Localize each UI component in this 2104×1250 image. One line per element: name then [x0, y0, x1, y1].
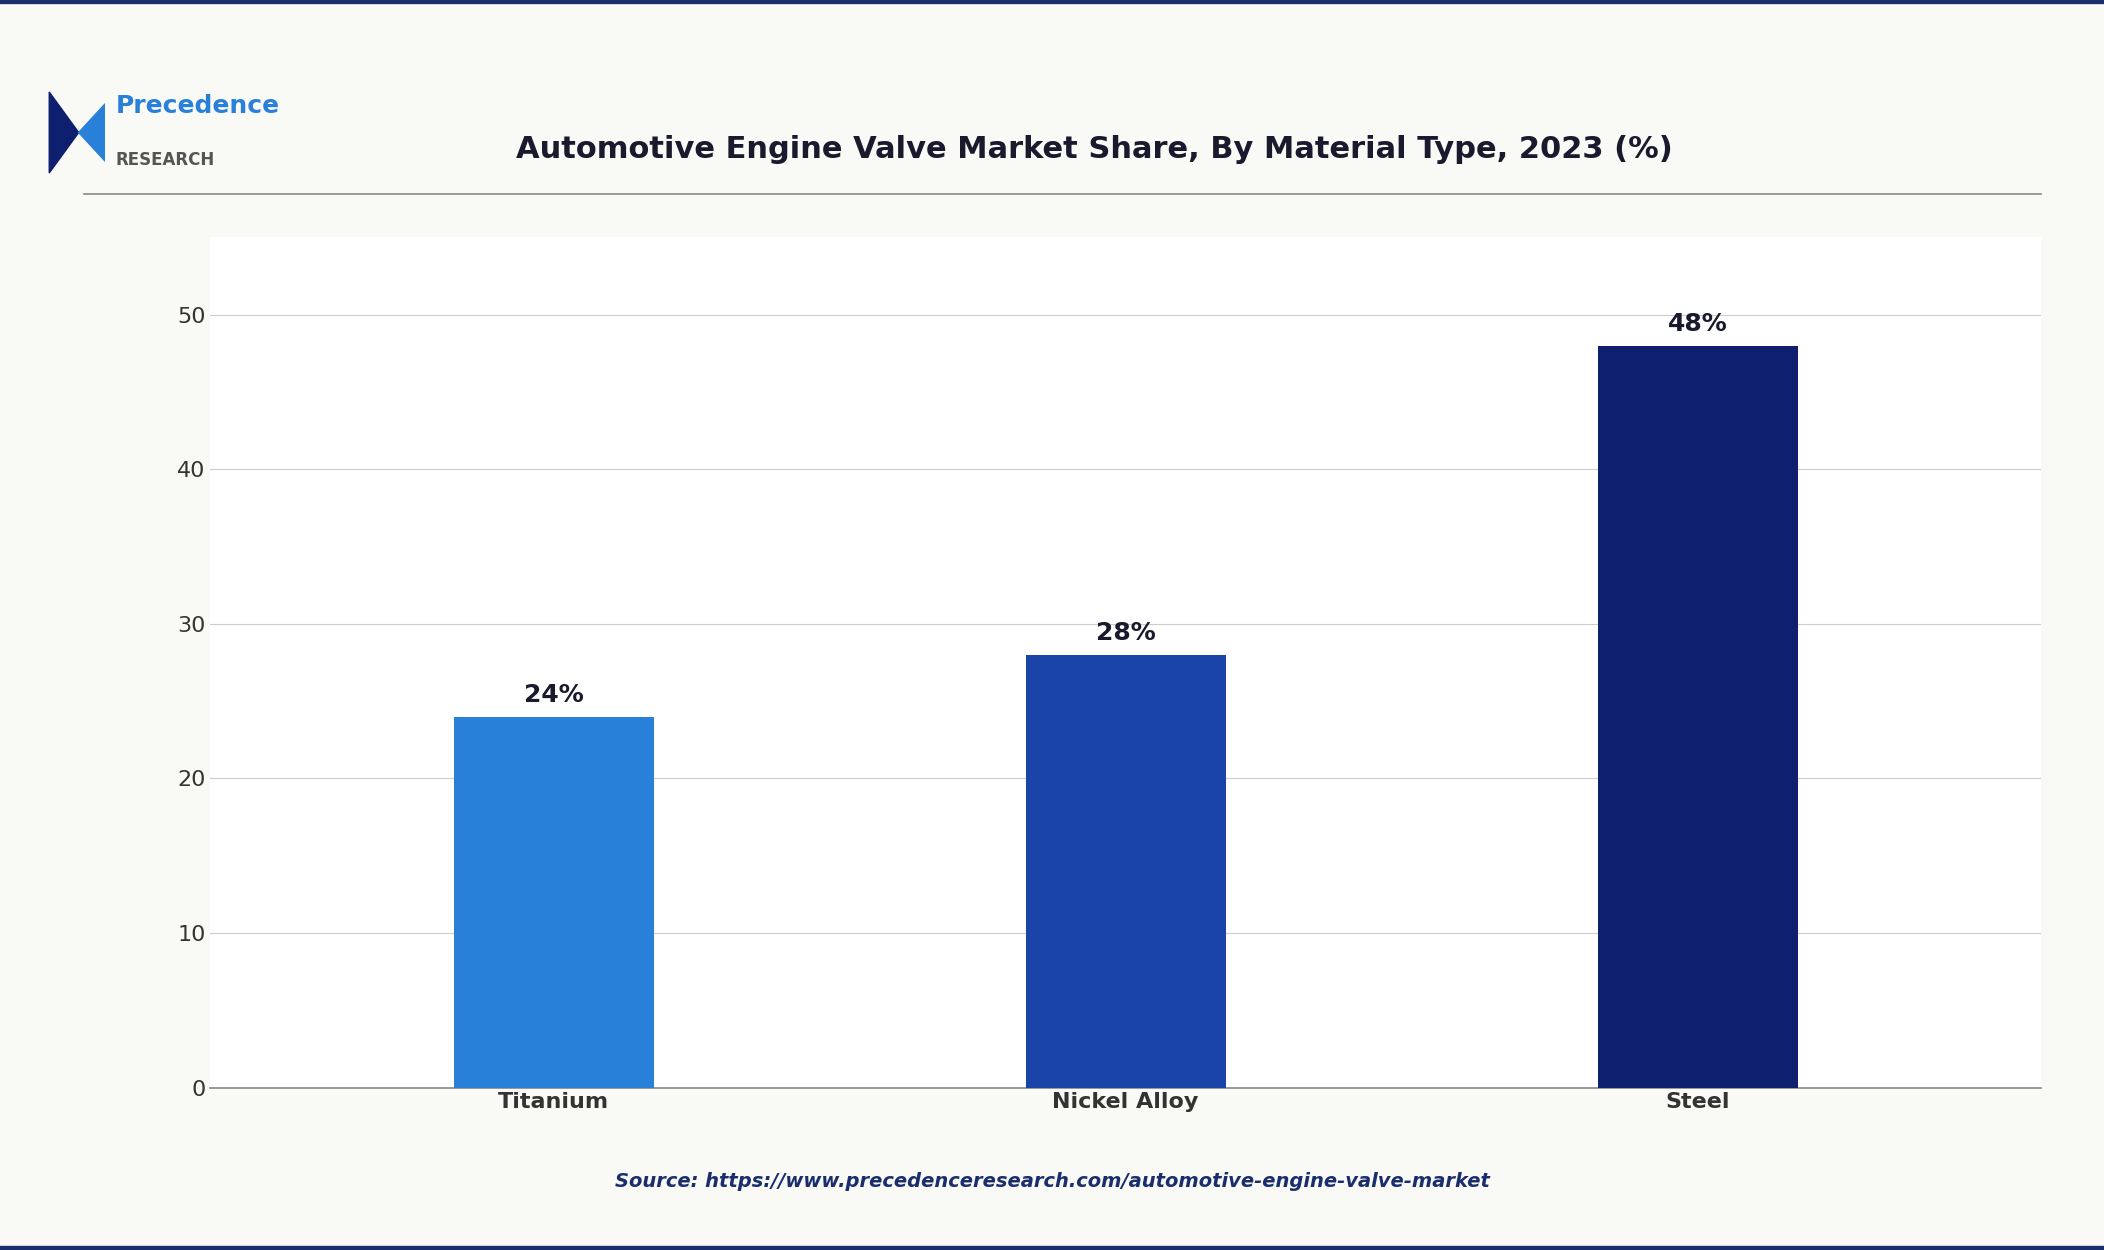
- Bar: [1025, 655, 1227, 1088]
- Bar: [454, 716, 654, 1088]
- Text: Automotive Engine Valve Market Share, By Material Type, 2023 (%): Automotive Engine Valve Market Share, By…: [515, 135, 1673, 165]
- Text: Source: https://www.precedenceresearch.com/automotive-engine-valve-market: Source: https://www.precedenceresearch.c…: [614, 1171, 1490, 1191]
- Text: Precedence: Precedence: [116, 94, 280, 119]
- Polygon shape: [78, 104, 105, 161]
- Text: 24%: 24%: [524, 684, 583, 707]
- Text: RESEARCH: RESEARCH: [116, 151, 215, 169]
- Text: 48%: 48%: [1668, 312, 1727, 336]
- Bar: [1597, 346, 1797, 1088]
- Polygon shape: [48, 92, 78, 172]
- Text: 28%: 28%: [1096, 621, 1155, 645]
